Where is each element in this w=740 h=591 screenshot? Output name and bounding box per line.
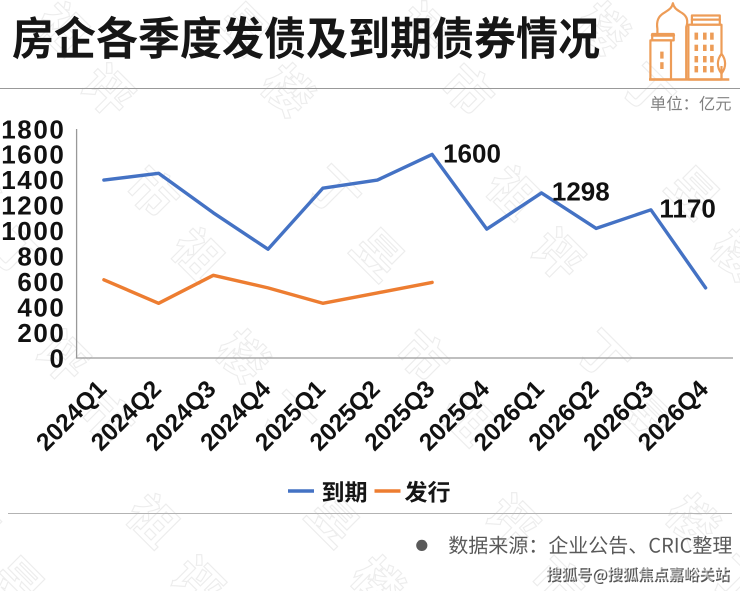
svg-text:1170: 1170 xyxy=(659,193,715,223)
svg-text:200: 200 xyxy=(17,318,65,348)
svg-text:1600: 1600 xyxy=(1,140,65,170)
svg-text:1600: 1600 xyxy=(443,138,501,168)
svg-text:1298: 1298 xyxy=(552,177,610,207)
svg-text:800: 800 xyxy=(17,242,65,272)
svg-text:400: 400 xyxy=(17,292,65,322)
svg-text:1000: 1000 xyxy=(1,216,65,246)
svg-text:600: 600 xyxy=(17,267,65,297)
svg-text:0: 0 xyxy=(49,343,65,373)
svg-text:1800: 1800 xyxy=(1,114,65,144)
svg-text:1200: 1200 xyxy=(1,191,65,221)
svg-text:1400: 1400 xyxy=(1,165,65,195)
